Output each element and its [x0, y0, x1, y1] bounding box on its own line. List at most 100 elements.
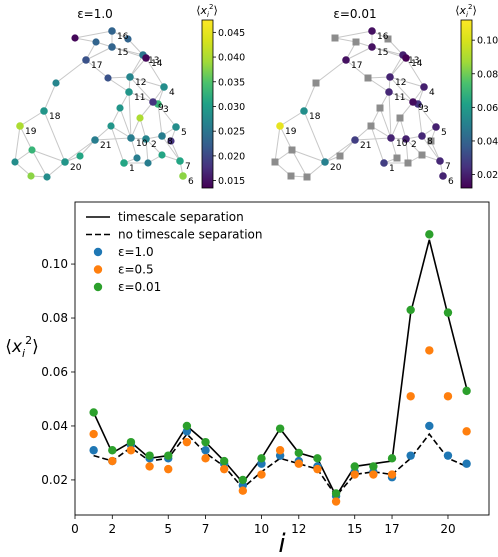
node-label: 5: [181, 128, 187, 138]
node-label: 1: [389, 164, 395, 174]
data-point: [425, 346, 434, 355]
network-node: [40, 107, 48, 115]
network-edge: [345, 59, 369, 79]
node-label: 20: [70, 163, 82, 173]
network-node: [368, 27, 376, 35]
network-node: [321, 158, 329, 166]
network-node: [61, 158, 69, 166]
colorbar-tick-label: 0.040: [218, 53, 245, 64]
node-label: 9: [418, 103, 424, 113]
hidden-node: [396, 114, 404, 122]
network-node: [120, 159, 128, 167]
network-node: [176, 157, 184, 165]
node-label: 2: [151, 140, 157, 150]
hidden-node: [271, 158, 279, 166]
data-point: [331, 497, 341, 506]
legend: timescale separation no timescale separat…: [86, 210, 263, 294]
network-edge: [31, 149, 48, 178]
data-point: [294, 448, 303, 458]
network-node: [402, 135, 410, 143]
node-label: 7: [185, 162, 191, 172]
colorbar-tick-label: 0.10: [477, 36, 498, 47]
x-tick-label: 7: [202, 522, 210, 536]
network-node: [76, 152, 84, 160]
network-edge: [279, 125, 293, 151]
network-node: [144, 159, 152, 167]
network-node: [158, 132, 166, 140]
network-edge: [417, 103, 437, 128]
colorbar-tick-label: 0.035: [218, 77, 245, 88]
network-node: [142, 135, 150, 143]
network-node: [160, 83, 168, 91]
network-node: [52, 79, 60, 87]
legend-label: ε=1.0: [118, 245, 154, 259]
node-label: 10: [136, 139, 148, 149]
x-tick-label: 17: [384, 522, 399, 536]
network-node: [409, 98, 417, 106]
colorbar-tick-label: 0.015: [218, 176, 245, 187]
network-edge: [315, 59, 347, 84]
data-point: [406, 305, 415, 315]
node-label: 21: [100, 141, 111, 151]
network-node: [386, 73, 394, 81]
data-point: [313, 464, 322, 474]
network-edge: [388, 91, 392, 139]
data-point: [108, 456, 117, 466]
node-label: 18: [49, 112, 61, 122]
network-title: ε=1.0: [77, 7, 113, 21]
network-node: [158, 151, 166, 159]
network-node: [91, 136, 99, 144]
node-label: 16: [377, 32, 389, 42]
network-node: [124, 35, 132, 43]
data-point: [201, 437, 210, 447]
data-point: [443, 451, 453, 460]
network-node: [133, 154, 141, 162]
data-point: [406, 392, 415, 401]
data-point: [462, 459, 471, 468]
data-point: [369, 462, 378, 471]
node-label: 17: [91, 61, 102, 71]
network-node: [16, 122, 24, 130]
data-point: [443, 308, 453, 317]
network-node: [167, 137, 175, 145]
network-node: [172, 123, 180, 131]
data-point: [89, 446, 98, 455]
data-point: [350, 462, 359, 471]
network-title: ε=0.01: [333, 7, 376, 21]
network-edge: [129, 57, 147, 78]
y-tick-label: 0.06: [41, 365, 68, 379]
network-node: [27, 172, 35, 180]
x-tick-label: 5: [164, 522, 172, 536]
node-label: 6: [448, 177, 454, 187]
network-edge: [161, 135, 181, 162]
network-edge: [303, 82, 317, 112]
network-node: [436, 157, 444, 165]
hidden-node: [367, 122, 375, 130]
node-label: 18: [309, 112, 321, 122]
node-label: 9: [158, 103, 164, 113]
network-edge: [107, 77, 130, 93]
data-point: [145, 451, 154, 460]
hidden-node: [393, 154, 401, 162]
data-point: [89, 408, 98, 417]
network-node: [418, 132, 426, 140]
network-node: [387, 134, 395, 142]
network-edge: [405, 138, 409, 164]
hidden-node: [404, 159, 412, 167]
x-tick-label: 20: [440, 522, 455, 536]
hidden-node: [312, 79, 320, 87]
y-tick-label: 0.04: [41, 419, 68, 433]
data-point: [350, 470, 359, 479]
colorbar: [460, 19, 473, 189]
node-label: 17: [351, 61, 362, 71]
colorbar-label: ⟨xi2⟩: [196, 3, 218, 19]
network-node: [116, 104, 124, 112]
legend-label: no timescale separation: [118, 228, 263, 242]
y-tick-label: 0.02: [41, 473, 68, 487]
network-node: [179, 172, 187, 180]
network-edge: [388, 91, 414, 103]
node-label: 13: [408, 56, 419, 66]
data-point: [182, 421, 192, 431]
